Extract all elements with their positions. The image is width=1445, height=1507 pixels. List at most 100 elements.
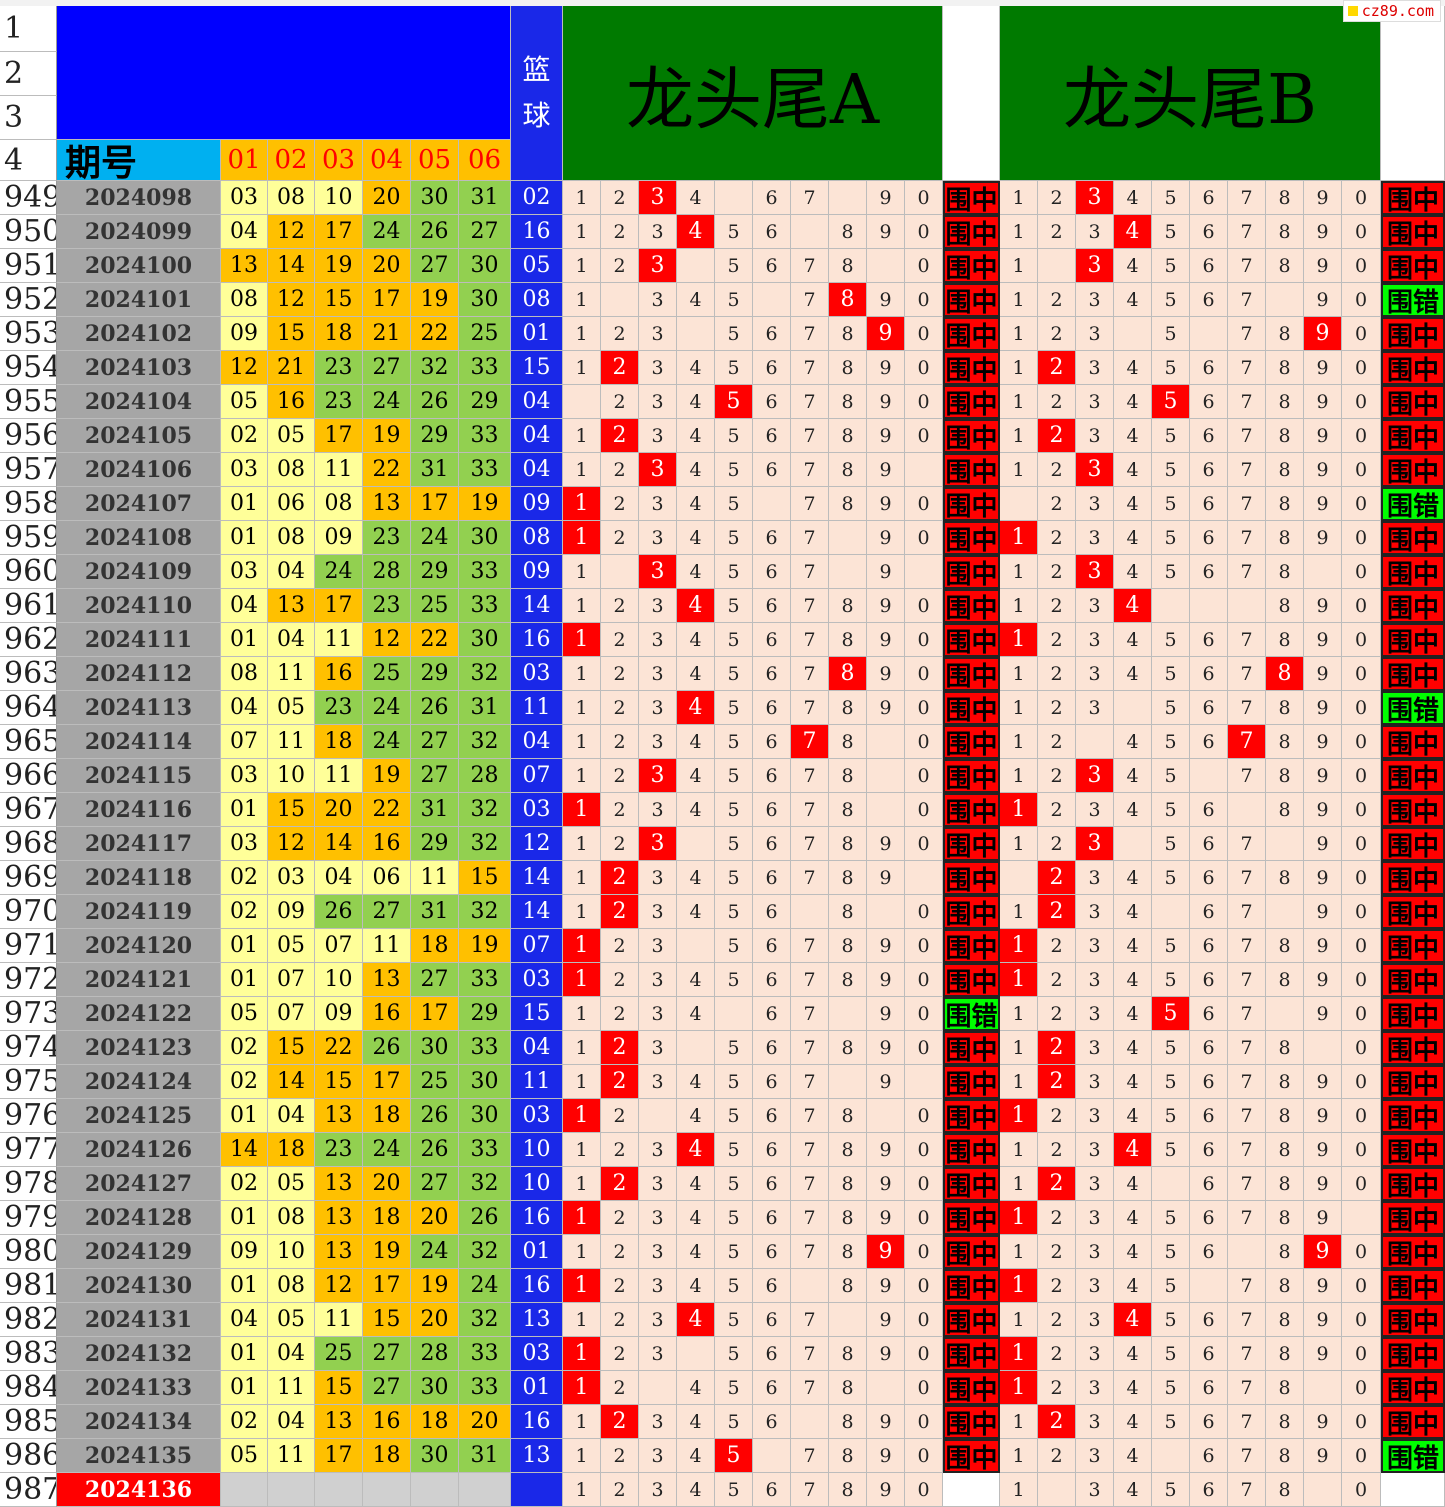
digit-cell[interactable]: 8 xyxy=(1266,385,1304,419)
basketball-cell[interactable]: 02 xyxy=(511,181,563,215)
result-a-cell[interactable]: 围错 xyxy=(943,997,1000,1031)
digit-cell[interactable]: 8 xyxy=(829,793,867,827)
digit-cell[interactable]: 0 xyxy=(905,1099,943,1133)
digit-cell[interactable]: 5 xyxy=(715,827,753,861)
digit-cell[interactable]: 3 xyxy=(1076,283,1114,317)
digit-cell[interactable]: 9 xyxy=(867,963,905,997)
result-a-cell[interactable]: 围中 xyxy=(943,963,1000,997)
digit-cell[interactable]: 2 xyxy=(1038,997,1076,1031)
digit-cell[interactable]: 5 xyxy=(715,1065,753,1099)
basketball-cell[interactable]: 03 xyxy=(511,1099,563,1133)
digit-cell[interactable]: 3 xyxy=(1076,1065,1114,1099)
digit-cell[interactable]: 6 xyxy=(753,1065,791,1099)
digit-cell[interactable]: 0 xyxy=(1342,215,1381,249)
row-header[interactable]: 960 xyxy=(0,555,57,589)
digit-cell[interactable]: 0 xyxy=(905,181,943,215)
hit-digit-cell[interactable]: 4 xyxy=(677,1133,715,1167)
digit-cell[interactable]: 0 xyxy=(1342,1235,1381,1269)
digit-cell[interactable]: 5 xyxy=(715,1269,753,1303)
digit-cell[interactable]: 7 xyxy=(791,555,829,589)
hit-digit-cell[interactable]: 4 xyxy=(1114,215,1152,249)
ball-cell[interactable]: 02 xyxy=(221,861,268,895)
digit-cell[interactable]: 7 xyxy=(791,827,829,861)
digit-cell[interactable]: 8 xyxy=(829,1201,867,1235)
digit-cell[interactable]: 1 xyxy=(563,317,601,351)
digit-cell[interactable]: 1 xyxy=(563,351,601,385)
digit-cell[interactable]: 3 xyxy=(1076,1303,1114,1337)
digit-cell[interactable]: 9 xyxy=(1304,487,1342,521)
hit-digit-cell[interactable]: 1 xyxy=(1000,1269,1038,1303)
digit-cell[interactable]: 8 xyxy=(829,249,867,283)
ball-cell[interactable]: 18 xyxy=(268,1133,315,1167)
digit-cell[interactable]: 7 xyxy=(791,1099,829,1133)
digit-cell[interactable]: 4 xyxy=(677,861,715,895)
digit-cell[interactable]: 9 xyxy=(1304,385,1342,419)
digit-cell[interactable]: 1 xyxy=(1000,249,1038,283)
ball-cell[interactable]: 32 xyxy=(459,895,511,929)
digit-cell[interactable]: 0 xyxy=(905,1473,943,1507)
ball-cell[interactable]: 07 xyxy=(221,725,268,759)
ball-cell[interactable]: 01 xyxy=(221,929,268,963)
digit-cell[interactable]: 9 xyxy=(867,1405,905,1439)
result-b-cell[interactable]: 围中 xyxy=(1381,453,1445,487)
digit-cell[interactable]: 4 xyxy=(1114,861,1152,895)
result-a-cell[interactable]: 围中 xyxy=(943,827,1000,861)
digit-cell[interactable]: 4 xyxy=(1114,1065,1152,1099)
basketball-cell[interactable]: 10 xyxy=(511,1133,563,1167)
digit-cell[interactable]: 0 xyxy=(905,215,943,249)
digit-cell[interactable]: 0 xyxy=(905,1235,943,1269)
digit-cell[interactable] xyxy=(1228,1235,1266,1269)
ball-cell[interactable]: 19 xyxy=(459,487,511,521)
digit-cell[interactable] xyxy=(1152,895,1190,929)
hit-digit-cell[interactable]: 2 xyxy=(1038,861,1076,895)
digit-cell[interactable]: 6 xyxy=(753,827,791,861)
digit-cell[interactable]: 9 xyxy=(867,1065,905,1099)
period-cell[interactable]: 2024133 xyxy=(57,1371,221,1405)
digit-cell[interactable]: 2 xyxy=(601,827,639,861)
digit-cell[interactable]: 6 xyxy=(753,963,791,997)
ball-cell[interactable]: 02 xyxy=(221,895,268,929)
hit-digit-cell[interactable]: 9 xyxy=(1304,317,1342,351)
digit-cell[interactable]: 9 xyxy=(1304,1133,1342,1167)
period-cell[interactable]: 2024119 xyxy=(57,895,221,929)
digit-cell[interactable]: 7 xyxy=(791,963,829,997)
digit-cell[interactable]: 1 xyxy=(1000,1405,1038,1439)
digit-cell[interactable]: 9 xyxy=(1304,1405,1342,1439)
digit-cell[interactable]: 7 xyxy=(791,1235,829,1269)
ball-cell[interactable]: 01 xyxy=(221,963,268,997)
digit-cell[interactable]: 3 xyxy=(1076,997,1114,1031)
result-b-cell[interactable]: 围中 xyxy=(1381,1167,1445,1201)
ball-cell[interactable]: 15 xyxy=(363,1303,411,1337)
ball-cell[interactable]: 23 xyxy=(363,589,411,623)
digit-cell[interactable]: 2 xyxy=(601,997,639,1031)
digit-cell[interactable]: 4 xyxy=(1114,963,1152,997)
ball-cell[interactable]: 30 xyxy=(459,283,511,317)
ball-cell[interactable]: 27 xyxy=(411,725,459,759)
ball-cell[interactable]: 05 xyxy=(268,1303,315,1337)
digit-cell[interactable]: 6 xyxy=(1190,351,1228,385)
digit-cell[interactable]: 3 xyxy=(1076,521,1114,555)
digit-cell[interactable]: 1 xyxy=(563,181,601,215)
digit-cell[interactable]: 2 xyxy=(601,793,639,827)
digit-cell[interactable]: 5 xyxy=(1152,1133,1190,1167)
digit-cell[interactable]: 0 xyxy=(1342,1269,1381,1303)
hit-digit-cell[interactable]: 2 xyxy=(1038,1065,1076,1099)
digit-cell[interactable]: 5 xyxy=(1152,181,1190,215)
digit-cell[interactable]: 5 xyxy=(715,691,753,725)
hit-digit-cell[interactable]: 8 xyxy=(1266,657,1304,691)
digit-cell[interactable]: 3 xyxy=(639,691,677,725)
hit-digit-cell[interactable]: 1 xyxy=(563,1337,601,1371)
digit-cell[interactable]: 7 xyxy=(791,657,829,691)
ball-cell[interactable]: 18 xyxy=(411,929,459,963)
digit-cell[interactable]: 0 xyxy=(1342,1439,1381,1473)
digit-cell[interactable]: 0 xyxy=(1342,895,1381,929)
digit-cell[interactable]: 7 xyxy=(1228,997,1266,1031)
digit-cell[interactable]: 2 xyxy=(601,1269,639,1303)
digit-cell[interactable]: 8 xyxy=(829,453,867,487)
digit-cell[interactable]: 8 xyxy=(829,419,867,453)
ball-cell[interactable]: 26 xyxy=(411,1133,459,1167)
ball-cell[interactable]: 16 xyxy=(363,827,411,861)
digit-cell[interactable]: 3 xyxy=(1076,1235,1114,1269)
digit-cell[interactable]: 4 xyxy=(677,759,715,793)
period-cell[interactable]: 2024099 xyxy=(57,215,221,249)
